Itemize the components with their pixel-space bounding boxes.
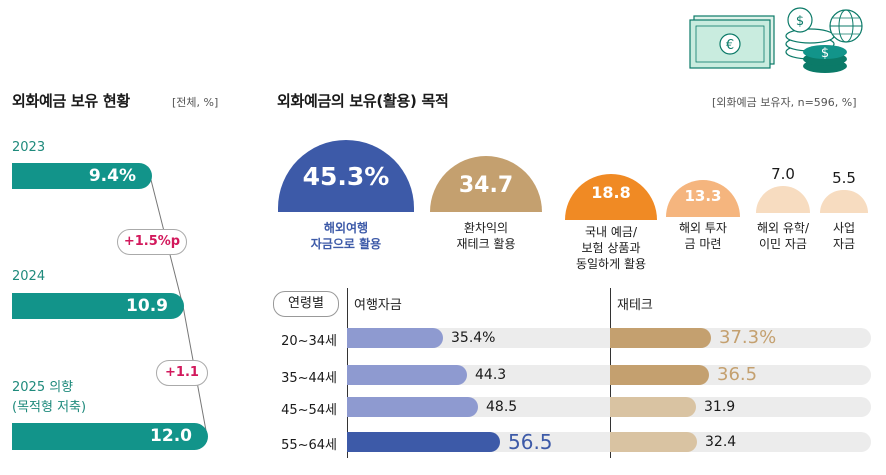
year-2025-sub: (목적형 저축) [12,400,87,415]
dome-0-value: 45.3% [302,162,390,191]
travel-value: 35.4% [451,330,496,346]
invest-value: 36.5 [717,364,758,385]
dome-3: 13.3 [666,180,740,217]
travel-value: 56.5 [508,430,553,454]
year-2025: 2025 의향 [12,380,74,395]
series-invest-label: 재테크 [617,298,653,313]
purpose-label-2: 국내 예금/보험 상품과 동일하게 활용 [575,225,647,271]
age-label: 35~44세 [281,371,337,386]
svg-text:€: € [726,38,734,53]
purpose-label-0: 해외여행 자금으로 활용 [310,221,382,251]
money-illustration: € $ $ [689,7,863,73]
travel-bar [347,397,478,417]
invest-bar [610,432,697,452]
dome-4-value: 7.0 [771,165,795,183]
year-2024: 2024 [12,269,46,284]
purpose-label-4: 해외 유학/이민 자금 [756,221,810,251]
invest-bar [610,365,709,385]
travel-bar [347,328,443,348]
bar-2023: 9.4% [12,163,152,189]
bar-2025: 12.0 [12,423,208,450]
invest-value: 37.3% [719,327,777,348]
invest-value: 32.4 [705,434,737,450]
purpose-label-5: 사업 자금 [832,221,856,251]
left-title: 외화예금 보유 현황 [12,92,130,110]
purpose-label-1: 환차익의 재테크 활용 [456,221,516,251]
age-group-badge: 연령별 [273,291,339,317]
dome-5 [820,190,868,213]
age-label: 45~54세 [281,403,337,418]
right-note: [외화예금 보유자, n=596, %] [712,96,857,109]
travel-value: 48.5 [486,399,518,415]
age-label: 55~64세 [281,438,337,453]
row-track [347,328,871,348]
diff-badge-2: +1.1 [156,360,208,386]
age-label: 20~34세 [281,334,337,349]
dollar-coin-icon: $ [803,45,847,73]
invest-bar [610,328,711,348]
globe-icon [829,9,863,43]
invest-bar [610,397,696,417]
dome-1-value: 34.7 [458,173,514,198]
travel-bar [347,365,467,385]
dome-3-value: 13.3 [684,187,722,205]
diff-badge-1: +1.5%p [117,229,187,255]
left-note: [전체, %] [172,96,219,109]
bar-2024: 10.9 [12,293,184,319]
dome-4 [756,186,810,213]
invest-value: 31.9 [704,399,736,415]
purpose-label-3: 해외 투자 금 마련 [679,221,727,251]
dome-5-value: 5.5 [832,169,856,187]
dome-2: 18.8 [565,174,657,220]
row-track [347,365,871,385]
year-2023: 2023 [12,140,46,155]
dome-1: 34.7 [430,156,542,212]
travel-bar [347,432,500,452]
series-travel-label: 여행자금 [354,298,402,313]
svg-text:$: $ [821,46,829,61]
right-title: 외화예금의 보유(활용) 목적 [277,92,449,110]
dome-2-value: 18.8 [591,183,631,202]
banknote-icon: € [689,15,775,69]
dome-0: 45.3% [278,140,414,212]
svg-text:$: $ [796,14,804,29]
row-track [347,397,871,417]
travel-value: 44.3 [475,367,507,383]
